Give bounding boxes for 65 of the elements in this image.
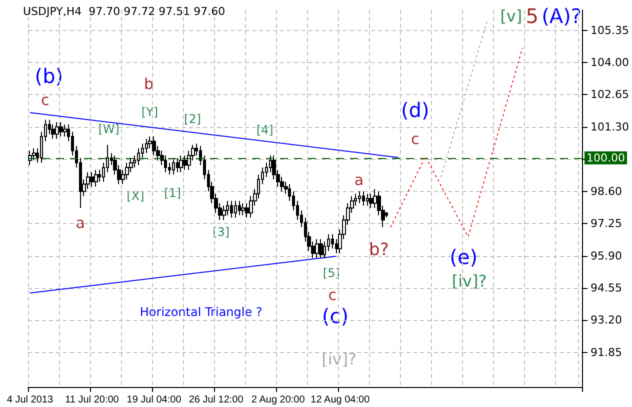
candlestick	[137, 148, 140, 166]
candlestick	[230, 200, 233, 218]
candlestick	[51, 124, 55, 140]
candlestick	[59, 122, 63, 137]
candlestick	[183, 155, 187, 170]
candlestick	[366, 193, 369, 206]
annotation: [Y]	[141, 105, 158, 119]
annotation: [iv]?	[452, 272, 487, 290]
y-tick-label: 105.35	[590, 24, 630, 37]
y-tick-label: 104.00	[590, 56, 630, 69]
y-tick-label: 101.30	[590, 120, 630, 134]
y-tick-label: 91.85	[590, 346, 622, 359]
annotation: c	[410, 130, 420, 148]
annotation: b?	[369, 240, 389, 260]
chart-title: USDJPY,H4 97.70 97.72 97.51 97.60	[23, 5, 226, 18]
annotation: [1]	[164, 186, 182, 200]
annotation: Horizontal Triangle ?	[140, 305, 262, 319]
x-tick-label: 26 Jul 12:00	[188, 394, 244, 406]
annotation: c	[328, 286, 336, 304]
candlestick	[164, 155, 167, 173]
candlestick	[32, 148, 36, 161]
candlestick	[226, 200, 229, 216]
annotation: b	[144, 75, 154, 93]
candlestick	[90, 172, 94, 188]
candlestick	[315, 238, 319, 259]
x-tick-label: 19 Jul 04:00	[126, 394, 182, 406]
y-tick-label: 97.25	[590, 217, 622, 230]
candlestick	[145, 138, 148, 154]
candlestick	[176, 157, 179, 173]
annotation: (e)	[450, 245, 478, 269]
candlestick	[241, 202, 245, 216]
ref-line-label: 100.00	[586, 151, 626, 164]
candlestick	[63, 124, 67, 137]
x-tick-label: 4 Jul 2013	[6, 394, 54, 406]
candlestick	[94, 169, 98, 188]
annotation: [4]	[256, 123, 274, 137]
candlestick	[125, 162, 129, 180]
annotation: a	[354, 171, 364, 189]
candlestick	[319, 238, 323, 259]
candlestick	[55, 122, 59, 140]
candlestick	[369, 193, 373, 209]
x-tick-label: 12 Aug 04:00	[310, 394, 370, 406]
line-series	[390, 48, 523, 238]
candlestick	[331, 234, 334, 250]
candlestick	[358, 190, 361, 204]
annotation: 5	[526, 4, 538, 28]
candlestick	[362, 190, 365, 206]
x-tick-label: 11 Jul 20:00	[65, 394, 120, 406]
x-tick-label: 2 Aug 20:00	[251, 394, 306, 406]
annotation: c	[40, 91, 50, 109]
candlestick	[172, 157, 175, 176]
y-tick-label: 98.60	[590, 184, 622, 198]
y-tick-label: 94.55	[590, 281, 622, 294]
annotation: (d)	[400, 98, 430, 122]
candlestick	[222, 205, 226, 220]
annotation: [2]	[184, 112, 202, 126]
y-tick-label: 93.20	[590, 314, 622, 327]
candlestick	[238, 200, 241, 216]
y-tick-label: 102.65	[590, 88, 630, 102]
candlestick	[152, 136, 156, 156]
candlestick	[234, 200, 237, 218]
candlestick	[179, 155, 183, 173]
annotation: (A)?	[542, 4, 582, 28]
y-tick-label: 95.90	[590, 249, 622, 262]
annotation: [v]	[500, 6, 522, 26]
